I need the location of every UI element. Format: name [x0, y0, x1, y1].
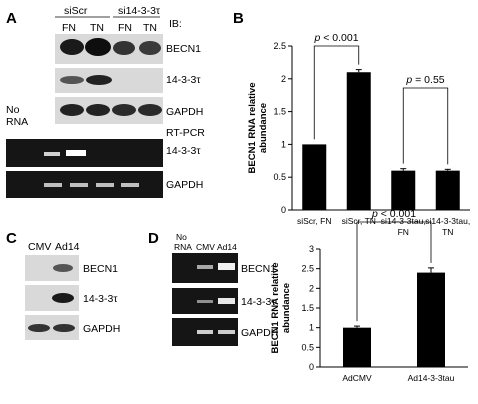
category-label: si14-3-3tau,: [425, 216, 470, 226]
gel-gapdh-d: [172, 318, 238, 346]
gel-label-1433-d: 14-3-3τ: [241, 296, 276, 308]
significance-bracket: [313, 45, 360, 140]
blot-1433-a: [55, 68, 163, 93]
rtpcr-label: RT-PCR: [166, 127, 205, 139]
y-axis-label-line: abundance: [281, 283, 292, 333]
group-label-si1433: si14-3-3τ: [118, 5, 161, 17]
pcr-label-1433: 14-3-3τ: [166, 145, 201, 157]
y-tick-label: 2: [281, 74, 286, 84]
lane-label-cmv-c: CMV: [28, 241, 51, 253]
blot-gapdh-c: [25, 315, 79, 340]
y-tick-label: 0: [309, 362, 314, 372]
lane-label-tn-1: TN: [90, 22, 104, 34]
p-value-label: p = 0.55: [405, 74, 444, 86]
lane-label-fn-1: FN: [62, 22, 76, 34]
y-tick-label: 2.5: [301, 264, 314, 274]
ib-label: IB:: [169, 18, 182, 30]
lane-label-ad14-c: Ad14: [55, 241, 80, 253]
no-rna-label-a-2: RNA: [6, 116, 28, 128]
y-tick-label: 1.5: [301, 303, 314, 313]
group-label-siscr: siScr: [64, 5, 88, 17]
blot-label-gapdh-c: GAPDH: [83, 323, 120, 335]
lane-label-fn-2: FN: [118, 22, 132, 34]
bar-0: [343, 327, 371, 367]
significance-bracket: [356, 221, 432, 322]
lane-label-no-rna-d-1: No: [176, 232, 187, 242]
significance-bracket: [402, 87, 449, 165]
gel-1433-d: [172, 288, 238, 314]
blot-becn1-a: [55, 34, 163, 64]
blot-label-becn1-a: BECN1: [166, 43, 201, 55]
blot-label-becn1-c: BECN1: [83, 263, 118, 275]
y-axis-label-line: abundance: [258, 103, 269, 153]
category-label: AdCMV: [342, 373, 372, 383]
y-tick-label: 2.5: [273, 41, 286, 51]
p-value-label: p < 0.001: [371, 208, 416, 220]
bar-3: [435, 170, 460, 210]
blot-becn1-c: [25, 255, 79, 281]
bar-1: [346, 72, 371, 211]
y-tick-label: 0.5: [273, 172, 286, 182]
y-tick-label: 1.5: [273, 107, 286, 117]
category-label: siScr, TN: [342, 216, 376, 226]
category-label: si14-3-3tau,: [381, 216, 426, 226]
no-rna-label-a-1: No: [6, 104, 20, 116]
gel-becn1-d: [172, 253, 238, 283]
blot-label-1433-a: 14-3-3τ: [166, 74, 201, 86]
y-axis-label-line: BECN1 RNA relative: [247, 83, 258, 174]
y-axis-label-line: BECN1 RNA relative: [270, 263, 281, 354]
y-tick-label: 0.5: [301, 342, 314, 352]
panel-label-c: C: [6, 230, 17, 247]
chart-b: BECN1 RNA relative abundance 0 0.5 1 1.5 2 2.5 s…: [247, 32, 470, 237]
category-label: FN: [398, 227, 409, 237]
bar-2: [391, 170, 416, 210]
y-tick-label: 1: [309, 323, 314, 333]
blot-gapdh-a: [55, 97, 163, 124]
y-tick-label: 0: [281, 205, 286, 215]
p-value-label: p < 0.001: [313, 32, 358, 44]
category-label: Ad14-3-3tau: [408, 373, 455, 383]
lane-label-no-rna-d-2: RNA: [174, 242, 192, 252]
blot-1433-c: [25, 285, 79, 311]
category-label: TN: [442, 227, 453, 237]
bar-1: [417, 272, 445, 367]
lane-label-cmv-d: CMV: [196, 242, 215, 252]
blot-label-1433-c: 14-3-3τ: [83, 293, 118, 305]
category-label: siScr, FN: [297, 216, 331, 226]
blot-label-gapdh-a: GAPDH: [166, 106, 203, 118]
pcr-gel-1433-a: [6, 139, 163, 167]
lane-label-tn-2: TN: [143, 22, 157, 34]
y-tick-label: 1: [281, 139, 286, 149]
pcr-label-gapdh: GAPDH: [166, 179, 203, 191]
pcr-gel-gapdh-a: [6, 171, 163, 198]
y-tick-label: 3: [309, 244, 314, 254]
panel-label-d: D: [148, 230, 159, 247]
chart-d: BECN1 RNA relative abundance 0 0.5 1 1.5 2 2.5 3…: [270, 208, 468, 383]
gel-label-becn1-d: BECN1: [241, 263, 276, 275]
lane-label-ad14-d: Ad14: [217, 242, 237, 252]
bar-0: [302, 144, 327, 210]
gel-label-gapdh-d: GAPDH: [241, 327, 278, 339]
panel-label-a: A: [6, 10, 17, 27]
panel-label-b: B: [233, 10, 244, 27]
y-tick-label: 2: [309, 283, 314, 293]
